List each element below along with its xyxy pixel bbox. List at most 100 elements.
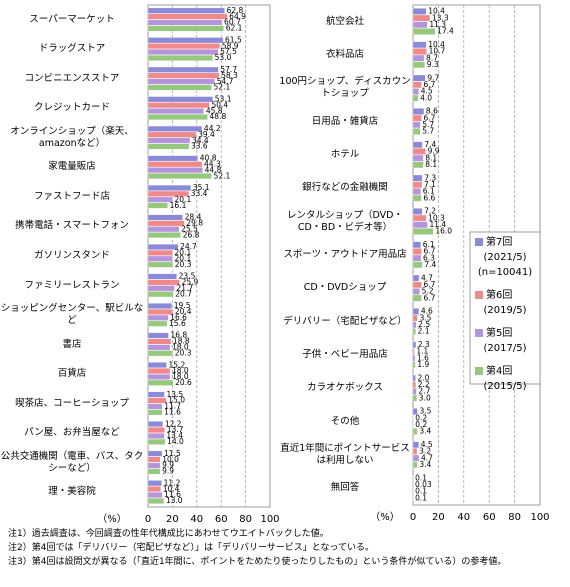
x-axis-label: （%）	[370, 511, 400, 523]
category-label: レンタルショップ（DVD・CD・BD・ビデオ等）	[287, 209, 403, 233]
bar	[412, 81, 422, 89]
bar	[412, 354, 416, 362]
legend-label: (2019/5)	[484, 305, 527, 316]
bar	[412, 341, 417, 349]
bar	[147, 497, 165, 504]
bar	[412, 61, 425, 69]
category-label: その他	[330, 415, 360, 427]
x-tick-label: 40	[457, 512, 470, 523]
bar	[147, 409, 163, 416]
value-label: 20.1	[175, 254, 192, 263]
bar	[147, 397, 167, 404]
legend-label: 第4回	[486, 364, 512, 377]
category-label: オンラインショップ（楽天、amazonなど）	[10, 125, 134, 149]
value-label: 9.7	[427, 73, 439, 82]
bar	[147, 226, 180, 233]
value-label: 6.1	[423, 240, 435, 249]
bar	[412, 141, 423, 149]
category-label: 公共交通機関（電車、バス、タクシーなど）	[0, 450, 144, 474]
bar	[412, 321, 417, 329]
value-label: 11.3	[429, 20, 446, 29]
bar	[412, 228, 434, 235]
bar	[147, 96, 213, 103]
value-label: 9.3	[427, 60, 439, 69]
bar	[412, 74, 426, 82]
value-label: 6.7	[424, 247, 436, 256]
value-label: 8.6	[426, 107, 438, 116]
footnotes: 注1）過去調査は、今回調査の性年代構成比にあわせてウエイトバックした値。 注2）…	[8, 527, 553, 569]
value-label: 3.2	[419, 447, 431, 456]
bar	[412, 181, 423, 189]
value-label: 13.3	[432, 13, 449, 22]
value-label: 18.0	[172, 343, 189, 352]
value-label: 2.3	[418, 340, 430, 349]
value-label: 40.8	[200, 154, 217, 163]
bar	[412, 308, 419, 315]
value-label: 2.0	[418, 373, 430, 382]
category-label: コンビニエンスストア	[24, 72, 120, 84]
value-label: 20.3	[175, 260, 192, 269]
bar	[147, 66, 219, 73]
bar	[412, 54, 425, 62]
bar	[147, 427, 165, 433]
bar	[147, 391, 165, 398]
value-label: 2.7	[418, 387, 430, 396]
value-label: 0.2	[415, 413, 427, 422]
value-label: 50.4	[211, 100, 228, 109]
value-label: 1.6	[417, 353, 429, 362]
value-label: 20.6	[175, 378, 192, 387]
category-label: 100円ショップ、ディスカウントショップ	[279, 76, 411, 100]
legend-swatch	[475, 291, 483, 299]
category-label: ドラッグストア	[38, 43, 106, 55]
value-label: 6.7	[424, 80, 436, 89]
value-label: 6.1	[423, 187, 435, 196]
bar	[147, 102, 210, 109]
value-label: 20.7	[175, 289, 192, 298]
bar	[147, 155, 198, 162]
bar	[412, 48, 427, 55]
bar	[147, 84, 212, 91]
value-label: 8.1	[425, 153, 437, 162]
legend-label: 第7回	[486, 235, 512, 248]
value-label: 13.4	[166, 431, 183, 440]
bar	[147, 486, 161, 492]
value-label: 7.4	[424, 140, 436, 149]
bar	[147, 373, 171, 380]
value-label: 7.3	[424, 173, 436, 182]
bar	[147, 332, 169, 339]
value-label: 6.7	[424, 113, 436, 122]
value-label: 57.7	[220, 65, 237, 74]
bar	[147, 492, 163, 498]
x-tick-label: 40	[190, 514, 203, 525]
legend-label: (n=10041)	[478, 267, 532, 278]
bar	[147, 196, 173, 203]
bar	[147, 279, 180, 286]
bar	[147, 261, 173, 268]
bar	[147, 350, 173, 357]
value-label: 16.8	[170, 331, 187, 340]
value-label: 4.6	[421, 307, 433, 316]
bar	[147, 220, 185, 227]
value-label: 7.4	[424, 260, 436, 269]
bar	[412, 154, 424, 162]
x-axis-label: （%）	[97, 513, 127, 525]
value-label: 10.4	[428, 40, 445, 49]
bar	[147, 173, 212, 179]
value-label: 24.7	[180, 242, 197, 251]
value-label: 14.0	[167, 437, 184, 446]
value-label: 5.7	[422, 120, 434, 129]
legend-box	[469, 231, 541, 385]
value-label: 45.8	[206, 106, 223, 115]
bar	[147, 403, 163, 410]
bar	[147, 214, 183, 221]
footnote: 注1）過去調査は、今回調査の性年代構成比にあわせてウエイトバックした値。	[8, 529, 329, 539]
x-tick-label: 80	[508, 512, 521, 523]
value-label: 5.7	[422, 127, 434, 136]
legend-label: 第6回	[486, 288, 512, 301]
value-label: 44.3	[204, 159, 221, 168]
bar	[147, 25, 224, 32]
bar	[412, 388, 417, 395]
value-label: 57.5	[220, 47, 237, 56]
bar	[412, 348, 415, 355]
